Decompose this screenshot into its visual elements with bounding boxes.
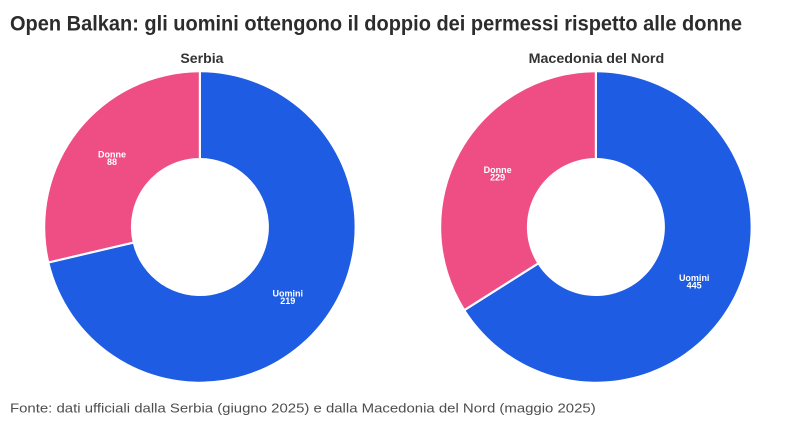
svg-text:Serbia: Serbia [180,51,224,66]
svg-text:Macedonia del Nord: Macedonia del Nord [529,51,665,66]
svg-text:Open Balkan: gli uomini otteng: Open Balkan: gli uomini ottengono il dop… [10,12,742,35]
svg-text:Fonte: dati ufficiali dalla Se: Fonte: dati ufficiali dalla Serbia (giug… [10,401,596,416]
